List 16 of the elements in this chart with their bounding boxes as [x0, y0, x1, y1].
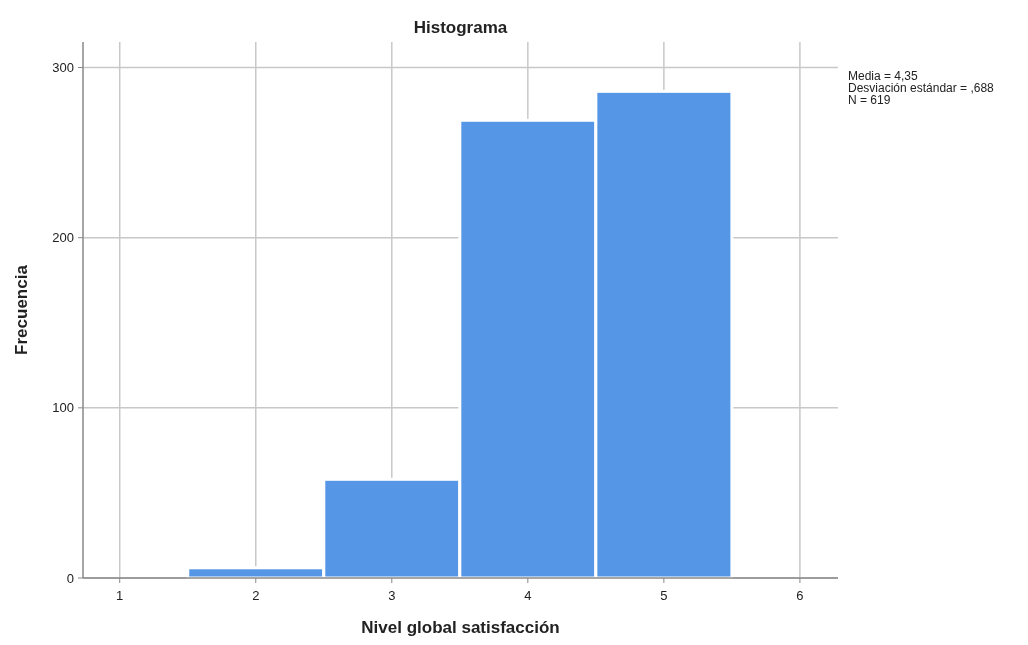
- x-tick-label: 6: [796, 588, 804, 603]
- y-tick-label: 100: [52, 400, 74, 416]
- x-tick-label: 3: [388, 588, 396, 603]
- y-tick-label: 200: [52, 230, 74, 246]
- x-tick-label: 5: [660, 588, 668, 603]
- y-axis-title: Frecuencia: [12, 264, 31, 355]
- chart-title: Histograma: [413, 18, 508, 37]
- text: N = 619: [848, 93, 891, 107]
- x-tick-label: 2: [252, 588, 260, 603]
- y-tick-label: 300: [52, 60, 74, 76]
- x-axis-title: Nivel global satisfacción: [361, 618, 560, 637]
- x-tick-label: 1: [116, 588, 124, 603]
- x-tick-label: 4: [524, 588, 532, 603]
- text: Desviación estándar = ,688: [848, 81, 995, 95]
- y-tick-label: 0: [66, 570, 74, 586]
- text: Media = 4,35: [848, 69, 919, 83]
